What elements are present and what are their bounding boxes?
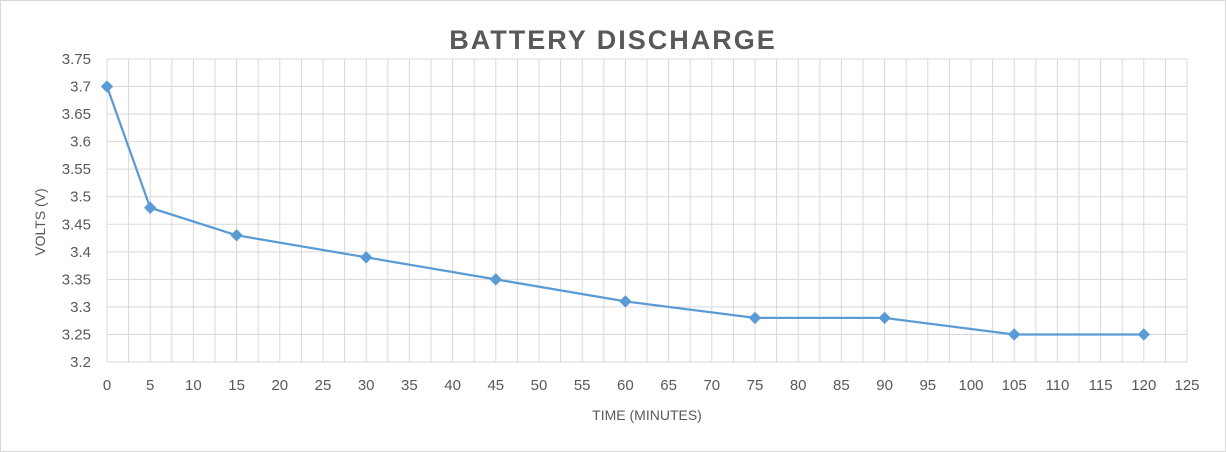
- data-point-marker: [878, 311, 891, 325]
- x-axis-tick-labels: 0 5 10 15 20 25 30 35 40 45 50 55 60 65 70 75 80 85 90 95 10…: [103, 377, 1200, 394]
- x-tick-label: 10: [185, 377, 202, 394]
- x-tick-label: 45: [487, 377, 504, 394]
- y-axis-tick-labels: 3.2 3.25 3.3 3.35 3.4 3.45 3.5 3.55 3.6 3.65 3.7 3.…: [62, 51, 91, 371]
- data-point-marker: [619, 295, 632, 308]
- x-tick-label: 75: [747, 377, 764, 394]
- x-tick-label: 90: [876, 377, 893, 394]
- x-tick-label: 125: [1174, 377, 1199, 394]
- x-tick-label: 65: [660, 377, 677, 394]
- y-tick-label: 3.65: [62, 106, 91, 123]
- x-tick-label: 0: [103, 377, 111, 394]
- data-point-marker: [489, 273, 503, 286]
- x-tick-label: 5: [146, 377, 154, 394]
- x-tick-label: 110: [1045, 377, 1069, 394]
- chart-title: BATTERY DISCHARGE: [449, 25, 777, 55]
- x-tick-label: 55: [574, 377, 591, 394]
- y-tick-label: 3.35: [62, 271, 91, 288]
- y-tick-label: 3.45: [62, 216, 91, 233]
- data-point-marker: [143, 201, 157, 214]
- gridlines: [106, 58, 1188, 363]
- series-group: [100, 80, 1151, 341]
- series-line: [105, 86, 1144, 336]
- data-point-marker: [748, 311, 762, 325]
- y-tick-label: 3.3: [70, 299, 91, 316]
- x-tick-label: 30: [358, 377, 375, 394]
- data-point-marker: [1007, 328, 1021, 341]
- x-tick-label: 70: [703, 377, 720, 394]
- x-tick-label: 50: [531, 377, 548, 394]
- data-point-marker: [230, 229, 243, 242]
- x-tick-label: 80: [790, 377, 807, 394]
- x-tick-label: 115: [1089, 377, 1113, 394]
- data-point-marker: [359, 251, 373, 264]
- x-tick-label: 120: [1131, 377, 1156, 394]
- x-tick-label: 100: [958, 377, 983, 394]
- y-tick-label: 3.55: [62, 161, 91, 178]
- x-axis-title: TIME (MINUTES): [592, 407, 702, 423]
- data-point-marker: [1137, 328, 1151, 341]
- y-tick-label: 3.4: [70, 244, 91, 261]
- x-tick-label: 25: [315, 377, 332, 394]
- y-tick-label: 3.25: [62, 326, 91, 343]
- y-tick-label: 3.5: [70, 189, 91, 206]
- x-tick-label: 15: [228, 377, 245, 394]
- y-tick-label: 3.75: [62, 51, 91, 68]
- y-axis-title: VOLTS (V): [32, 188, 48, 255]
- x-tick-label: 60: [617, 377, 634, 394]
- x-tick-label: 85: [833, 377, 850, 394]
- x-tick-label: 35: [401, 377, 418, 394]
- y-tick-label: 3.7: [70, 79, 91, 96]
- x-tick-label: 20: [271, 377, 288, 394]
- y-tick-label: 3.6: [70, 134, 91, 151]
- data-point-marker: [100, 80, 114, 93]
- x-tick-label: 105: [1002, 377, 1027, 394]
- x-tick-label: 40: [444, 377, 461, 394]
- x-tick-label: 95: [919, 377, 936, 394]
- y-tick-label: 3.2: [70, 354, 91, 371]
